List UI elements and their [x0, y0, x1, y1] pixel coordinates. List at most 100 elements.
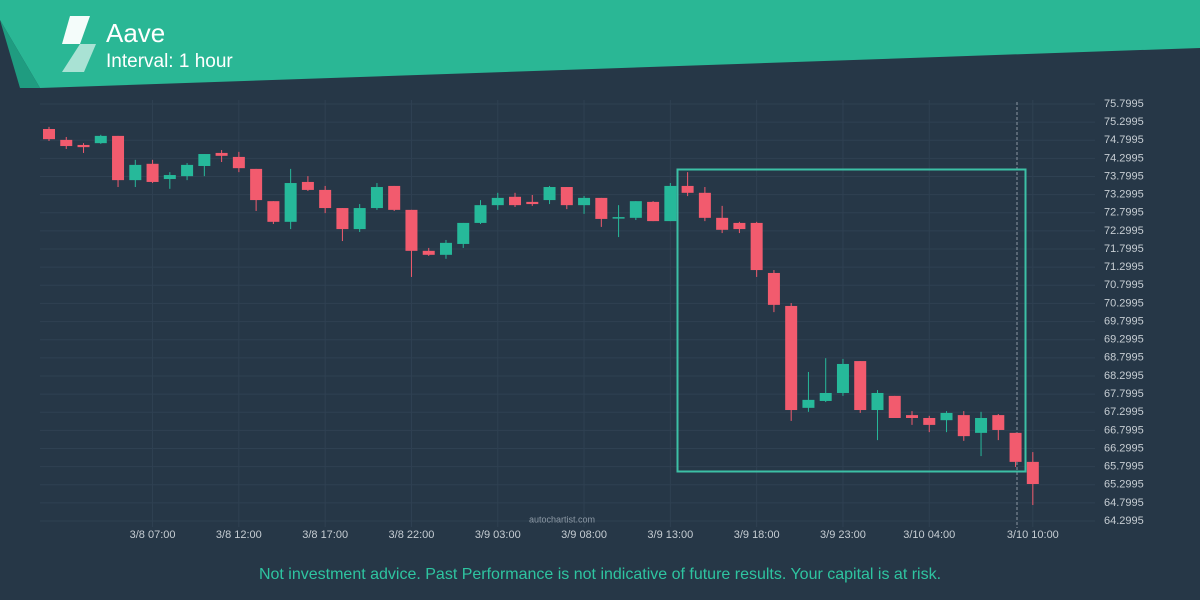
candle-body [940, 412, 953, 421]
candle-body [923, 418, 936, 425]
candle-body [509, 196, 522, 206]
y-tick-label: 73.2995 [1104, 189, 1144, 201]
candle-body [1009, 432, 1022, 462]
y-tick-label: 68.2995 [1104, 370, 1144, 382]
logo [62, 16, 96, 72]
candle-body [681, 185, 694, 193]
y-tick-label: 75.7995 [1104, 98, 1144, 110]
candle-body [629, 201, 642, 218]
candle-body [370, 187, 383, 209]
candle-body [422, 250, 435, 255]
candle-body [957, 415, 970, 437]
candle-body [733, 222, 746, 230]
chart-subtitle: Interval: 1 hour [106, 51, 233, 72]
y-tick-label: 73.7995 [1104, 170, 1144, 182]
candle-body [975, 418, 988, 433]
watermark: autochartist.com [529, 514, 595, 524]
candle-body [1026, 461, 1039, 484]
chart-title: Aave [106, 18, 165, 48]
candle-body [750, 222, 763, 271]
x-tick-label: 3/9 03:00 [475, 529, 521, 541]
candle-body [698, 192, 711, 218]
candle-body [163, 175, 176, 180]
header-banner [0, 0, 1200, 88]
candle-body [992, 415, 1005, 430]
y-tick-label: 67.2995 [1104, 406, 1144, 418]
candle-body [353, 208, 366, 230]
candle-body [112, 135, 125, 181]
candle-body [474, 205, 487, 223]
candle-body [491, 197, 504, 206]
x-tick-label: 3/9 23:00 [820, 529, 866, 541]
candle-body [664, 185, 677, 222]
candle-body [267, 201, 280, 222]
candle-body [647, 201, 660, 222]
y-tick-label: 74.7995 [1104, 134, 1144, 146]
candle-body [94, 135, 107, 144]
candle-body [181, 164, 194, 177]
candle-body [336, 208, 349, 230]
y-tick-label: 64.7995 [1104, 497, 1144, 509]
candle-body [198, 154, 211, 166]
candle-body [836, 363, 849, 393]
candle-body [819, 392, 832, 401]
candle-body [388, 185, 401, 210]
candle-body [560, 187, 573, 206]
y-tick-label: 70.7995 [1104, 279, 1144, 291]
x-tick-label: 3/9 13:00 [647, 529, 693, 541]
y-tick-label: 67.7995 [1104, 388, 1144, 400]
y-tick-label: 65.2995 [1104, 479, 1144, 491]
x-tick-label: 3/9 08:00 [561, 529, 607, 541]
candle-body [526, 201, 539, 205]
candle-body [319, 189, 332, 209]
disclaimer: Not investment advice. Past Performance … [259, 566, 941, 583]
candle-body [595, 197, 608, 219]
y-tick-label: 71.7995 [1104, 243, 1144, 255]
y-tick-label: 68.7995 [1104, 352, 1144, 364]
x-tick-label: 3/9 18:00 [734, 529, 780, 541]
y-tick-label: 65.7995 [1104, 461, 1144, 473]
y-tick-label: 70.2995 [1104, 297, 1144, 309]
candle-body [215, 152, 228, 156]
candle-body [871, 392, 884, 411]
candle-body [785, 305, 798, 411]
candles [43, 126, 1039, 506]
candle-body [301, 181, 314, 190]
y-tick-label: 72.2995 [1104, 225, 1144, 237]
y-tick-label: 66.2995 [1104, 442, 1144, 454]
candle-body [888, 395, 901, 419]
logo-part [62, 16, 90, 44]
candle-body [405, 209, 418, 251]
x-tick-label: 3/8 22:00 [389, 529, 435, 541]
logo-part [62, 44, 96, 72]
candle-body [716, 217, 729, 230]
candle-body [854, 361, 867, 411]
y-tick-label: 66.7995 [1104, 424, 1144, 436]
candle-body [767, 272, 780, 305]
x-tick-label: 3/10 10:00 [1007, 529, 1059, 541]
grid [40, 100, 1095, 527]
x-tick-label: 3/10 04:00 [903, 529, 955, 541]
y-tick-label: 74.2995 [1104, 152, 1144, 164]
candle-body [146, 163, 159, 182]
candle-body [284, 183, 297, 222]
candle-body [77, 144, 90, 148]
x-tick-label: 3/8 17:00 [302, 529, 348, 541]
candle-body [129, 164, 142, 181]
candle-body [802, 399, 815, 408]
candle-body [906, 415, 918, 419]
candle-body [578, 197, 591, 206]
candle-body [43, 129, 55, 140]
candle-body [543, 187, 556, 201]
y-tick-label: 75.2995 [1104, 116, 1144, 128]
x-tick-label: 3/8 07:00 [130, 529, 176, 541]
candle-body [612, 217, 625, 219]
candle-body [457, 222, 470, 244]
candle-body [232, 156, 245, 169]
banner-fold [0, 20, 40, 88]
y-tick-label: 64.2995 [1104, 515, 1144, 527]
y-tick-label: 71.2995 [1104, 261, 1144, 273]
candle-body [250, 168, 263, 201]
